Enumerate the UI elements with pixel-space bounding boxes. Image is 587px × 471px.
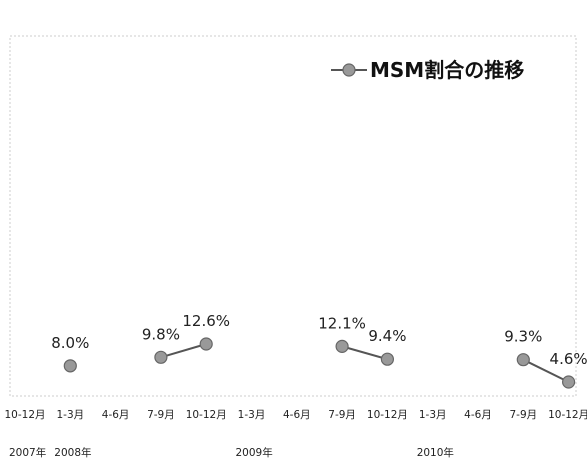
x-tick-label: 1-3月 [238, 409, 266, 421]
series-line-segment [341, 345, 388, 361]
x-tick-label: 1-3月 [56, 409, 84, 421]
data-point [561, 375, 576, 389]
data-label: 12.6% [182, 312, 230, 330]
x-axis-tick-layer: 10-12月 1-3月 4-6月 7-9月 10-12月 1-3月 4-6月 7-9月 10-1… [4, 409, 587, 421]
data-label: 9.3% [504, 328, 542, 346]
x-tick-label: 10-12月 [367, 409, 408, 421]
x-tick-label: 7-9月 [328, 409, 356, 421]
data-label: 9.4% [368, 327, 406, 345]
year-label-layer: 2007年 2008年 2009年 2010年 [9, 446, 454, 459]
data-point [335, 339, 349, 353]
year-label: 2009年 [236, 446, 273, 459]
series-layer [63, 337, 576, 389]
plot-frame [9, 35, 577, 397]
x-tick-label: 7-9月 [147, 409, 175, 421]
x-tick-label: 1-3月 [419, 409, 447, 421]
x-tick-label: 7-9月 [509, 409, 537, 421]
data-point [199, 337, 213, 351]
year-label: 2007年 [9, 446, 46, 459]
year-label: 2008年 [54, 446, 91, 459]
data-point [516, 353, 530, 367]
year-label: 2010年 [417, 446, 454, 459]
data-label: 12.1% [318, 314, 366, 332]
series-line-segment [522, 358, 570, 383]
x-tick-label: 10-12月 [4, 409, 45, 421]
x-tick-label: 4-6月 [102, 409, 130, 421]
legend: MSM割合の推移 [331, 58, 524, 82]
x-tick-label: 10-12月 [548, 409, 587, 421]
series-line-segment [160, 343, 207, 359]
x-tick-label: 4-6月 [464, 409, 492, 421]
data-point [154, 350, 168, 364]
x-tick-label: 4-6月 [283, 409, 311, 421]
x-tick-label: 10-12月 [186, 409, 227, 421]
data-point [63, 359, 77, 373]
legend-label: MSM割合の推移 [370, 58, 524, 82]
data-label: 4.6% [550, 350, 587, 368]
legend-marker [342, 63, 356, 77]
data-label-layer: 8.0% 9.8%12.6% 12.1%9.4% 9.3% 4.6% [51, 312, 587, 368]
data-point [380, 352, 394, 366]
data-label: 8.0% [51, 334, 89, 352]
data-label: 9.8% [142, 325, 180, 343]
